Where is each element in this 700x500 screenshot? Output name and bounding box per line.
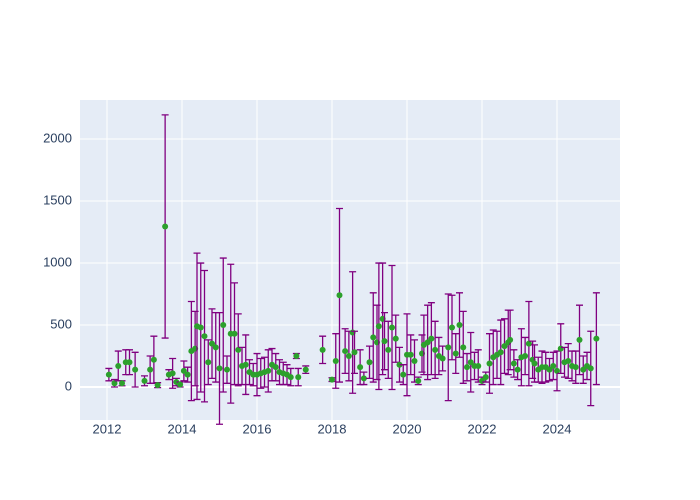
point (381, 338, 388, 345)
point (115, 362, 122, 369)
point (531, 360, 538, 367)
point (467, 359, 474, 366)
point (439, 355, 446, 362)
point (370, 334, 377, 341)
point (357, 364, 364, 371)
point (265, 367, 272, 374)
point (497, 349, 504, 356)
point (587, 365, 594, 372)
point (141, 377, 148, 384)
point (415, 377, 422, 384)
point (572, 364, 579, 371)
point (407, 351, 414, 358)
point (295, 374, 302, 381)
point (212, 344, 219, 351)
point (428, 335, 435, 342)
x-tick-label: 2014 (168, 421, 197, 436)
point (105, 371, 112, 378)
point (111, 380, 118, 387)
point (272, 364, 279, 371)
point (216, 365, 223, 372)
point (385, 346, 392, 353)
point (514, 366, 521, 373)
point (342, 348, 349, 355)
x-tick-label: 2022 (468, 421, 497, 436)
point (329, 376, 335, 383)
point (293, 353, 300, 360)
point (375, 323, 382, 330)
point (475, 362, 482, 369)
point (169, 370, 176, 377)
point (389, 324, 395, 331)
point (522, 353, 529, 360)
x-tick-label: 2016 (243, 421, 272, 436)
point (510, 360, 517, 367)
point (197, 324, 204, 331)
point (162, 223, 169, 230)
point (201, 333, 208, 340)
point (576, 336, 583, 343)
point (351, 349, 358, 356)
point (501, 343, 508, 350)
point (593, 335, 600, 342)
point (411, 357, 418, 364)
point (460, 344, 467, 351)
point (525, 340, 532, 347)
point (565, 357, 572, 364)
point (482, 374, 489, 381)
point (424, 339, 431, 346)
point (332, 357, 339, 364)
y-tick-label: 500 (50, 316, 72, 331)
point (396, 361, 403, 368)
point (319, 346, 326, 353)
point (452, 350, 459, 357)
point (209, 340, 215, 347)
point (205, 359, 212, 366)
x-tick-label: 2012 (93, 421, 122, 436)
point (231, 330, 238, 337)
y-tick-label: 1000 (43, 254, 72, 269)
point (392, 335, 399, 342)
point (147, 366, 154, 373)
point (360, 375, 367, 382)
point (177, 381, 184, 388)
point (400, 371, 407, 378)
point (486, 360, 493, 367)
point (507, 336, 514, 343)
point (366, 359, 373, 366)
point (550, 362, 557, 369)
point (180, 367, 187, 374)
point (224, 366, 230, 373)
point (554, 367, 560, 374)
point (154, 382, 161, 389)
y-tick-label: 2000 (43, 130, 72, 145)
point (302, 366, 309, 373)
x-tick-label: 2024 (543, 421, 572, 436)
point (449, 324, 455, 331)
point (126, 359, 133, 366)
point (287, 374, 294, 381)
point (235, 346, 242, 353)
point (119, 380, 125, 387)
plot-area (80, 100, 620, 420)
y-tick-label: 1500 (43, 192, 72, 207)
point (132, 366, 139, 373)
point (184, 371, 191, 378)
point (456, 322, 463, 329)
point (242, 361, 249, 368)
point (220, 322, 227, 329)
point (345, 353, 352, 360)
point (432, 346, 439, 353)
point (150, 356, 157, 363)
y-tick-label: 0 (65, 378, 72, 393)
point (464, 364, 470, 371)
point (580, 366, 587, 373)
point (546, 366, 553, 373)
point (557, 345, 564, 352)
point (445, 344, 452, 351)
x-tick-label: 2018 (318, 421, 347, 436)
x-tick-label: 2020 (393, 421, 422, 436)
point (336, 292, 343, 299)
